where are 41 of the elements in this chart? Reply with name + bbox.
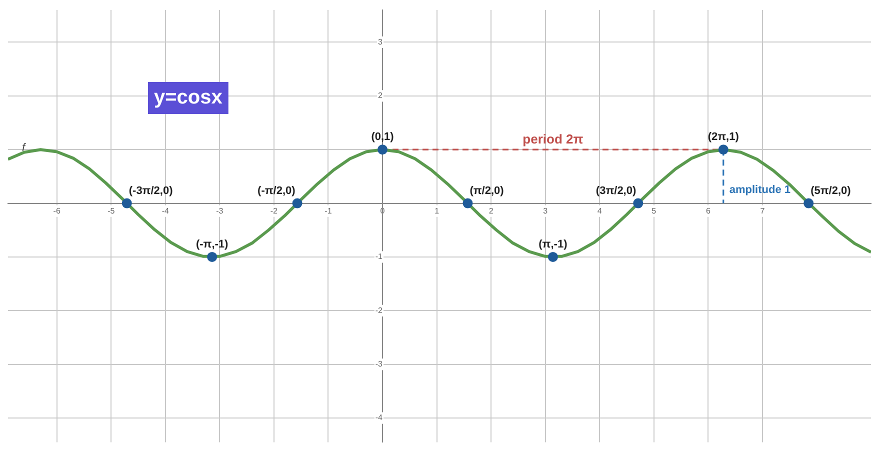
point (122, 198, 132, 208)
y-tick-label: -4 (375, 413, 384, 422)
x-tick-label: 7 (760, 206, 766, 216)
series-label: period 2π (522, 132, 584, 147)
y-tick-label: -1 (375, 252, 384, 262)
annotation: (0,1) (371, 131, 394, 144)
point (548, 252, 558, 262)
point (804, 198, 814, 208)
x-tick-label: 6 (706, 206, 711, 216)
x-tick-label: -4 (162, 206, 170, 216)
annotation: (-π,-1) (196, 238, 229, 251)
x-tick-label: -5 (108, 206, 116, 216)
series-label: amplitude 1 (729, 184, 790, 196)
y-tick-label: -2 (375, 306, 384, 315)
y-tick-label: -3 (375, 360, 384, 369)
x-tick-label: 4 (597, 206, 602, 216)
annotation: (2π,1) (708, 131, 740, 144)
x-tick-label: 3 (543, 206, 548, 216)
annotation: (3π/2,0) (596, 184, 636, 197)
point (718, 144, 728, 155)
annotation: (π,-1) (538, 238, 568, 251)
x-tick-label: 5 (652, 206, 657, 216)
annotation: (-π/2,0) (258, 184, 296, 197)
text: y=cosx (154, 86, 222, 109)
x-tick-label: -3 (216, 206, 224, 216)
series-label: f (22, 142, 26, 154)
annotation: (5π/2,0) (810, 184, 852, 197)
x-tick-label: -1 (324, 206, 332, 216)
y-tick-label: 2 (378, 91, 384, 100)
y-tick-label: 3 (378, 37, 384, 46)
point (633, 198, 644, 208)
point (462, 198, 473, 208)
annotation: (π/2,0) (470, 184, 504, 197)
x-tick-label: 1 (434, 206, 440, 216)
x-tick-label: -6 (53, 206, 61, 216)
annotation: (-3π/2,0) (128, 184, 174, 197)
point (207, 252, 218, 262)
x-tick-label: 2 (488, 206, 494, 216)
point (378, 144, 388, 155)
x-tick-label: -2 (270, 206, 278, 216)
point (292, 198, 302, 208)
